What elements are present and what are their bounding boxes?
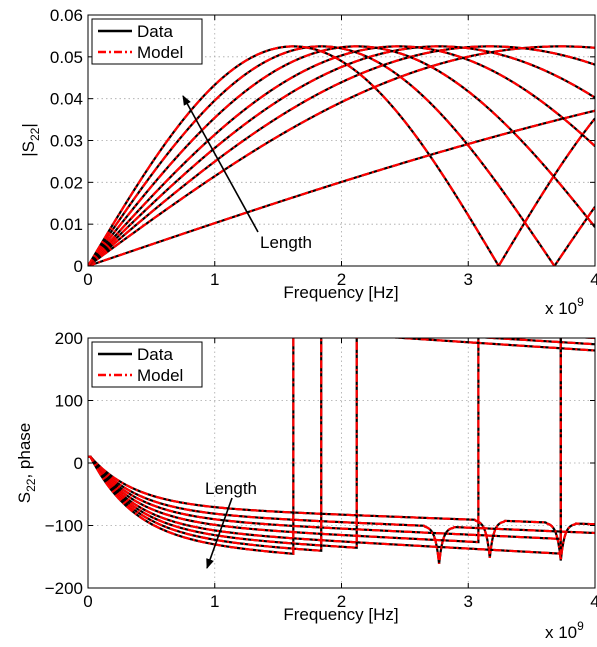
model-curve-1 (88, 455, 595, 561)
model-curve-6 (88, 45, 595, 266)
legend-label-data: Data (137, 22, 173, 41)
model-curve-6 (88, 338, 595, 549)
x-tick-label: 1 (210, 270, 219, 289)
model-curve-4 (88, 338, 480, 544)
legend-phase: Data Model (91, 341, 203, 388)
x-tick-label: 4 (590, 592, 597, 611)
y-tick-label: 0.03 (50, 132, 83, 151)
x-tick-label: 1 (210, 592, 219, 611)
model-curve-3 (88, 338, 562, 541)
length-arrow-phase (206, 497, 233, 569)
y-tick-label: 0.06 (50, 6, 83, 25)
xlabel-magnitude: Frequency [Hz] (283, 283, 398, 302)
model-curve-4 (88, 45, 595, 266)
annotation-length-magnitude: Length (260, 233, 312, 252)
ticks-phase: 0 1 2 3 4 −200 −100 0 100 200 (45, 329, 597, 611)
y-tick-label: 100 (55, 392, 83, 411)
curves-magnitude (88, 45, 595, 266)
y-tick-label: 0.01 (50, 215, 83, 234)
ylabel-magnitude: |S22| (19, 123, 42, 157)
y-tick-label: −200 (45, 579, 83, 598)
y-tick-label: 0.02 (50, 173, 83, 192)
y-tick-label: 0.04 (50, 90, 83, 109)
x-tick-label: 0 (83, 592, 92, 611)
annotation-length-phase: Length (205, 479, 257, 498)
model-curve-1 (88, 109, 595, 266)
model-curve-5 (88, 338, 562, 555)
curves-phase (88, 338, 595, 565)
model-curve-7 (88, 338, 595, 552)
model-curve-2 (88, 455, 595, 565)
y-tick-label: 0 (74, 454, 83, 473)
model-curve-8 (88, 338, 595, 555)
legend-box-magnitude (91, 18, 203, 65)
x-tick-label: 2 (337, 592, 346, 611)
panel-magnitude: 0 1 2 3 4 0 0.01 0.02 0.03 0.04 0.05 0.06 |S22| Fre… (19, 6, 597, 318)
legend-label-data-phase: Data (137, 345, 173, 364)
x-multiplier-magnitude: x 109 (545, 295, 584, 318)
ylabel-phase: S22, phase (15, 423, 38, 503)
panel-phase: 0 1 2 3 4 −200 −100 0 100 200 S22, phase Frequenc… (15, 329, 597, 642)
model-curve-8 (88, 45, 595, 266)
legend-box-phase (91, 341, 203, 388)
x-tick-label: 0 (83, 270, 92, 289)
model-curve-7 (88, 45, 595, 266)
x-tick-label: 4 (590, 270, 597, 289)
x-multiplier-phase: x 109 (545, 619, 584, 642)
ticks-magnitude: 0 1 2 3 4 0 0.01 0.02 0.03 0.04 0.05 0.06 (50, 6, 597, 289)
x-tick-label: 2 (337, 270, 346, 289)
y-tick-label: 0 (74, 257, 83, 276)
legend-label-model: Model (137, 43, 183, 62)
y-tick-label: 0.05 (50, 48, 83, 67)
model-curve-5 (88, 45, 595, 266)
model-curve-2 (88, 45, 595, 266)
data-curve-3 (88, 45, 595, 266)
y-tick-label: −100 (45, 517, 83, 536)
length-arrow-magnitude (182, 95, 259, 233)
x-tick-label: 3 (464, 592, 473, 611)
legend-magnitude: Data Model (91, 18, 203, 65)
legend-label-model-phase: Model (137, 366, 183, 385)
xlabel-phase: Frequency [Hz] (283, 605, 398, 624)
x-tick-label: 3 (464, 270, 473, 289)
y-tick-label: 200 (55, 329, 83, 348)
